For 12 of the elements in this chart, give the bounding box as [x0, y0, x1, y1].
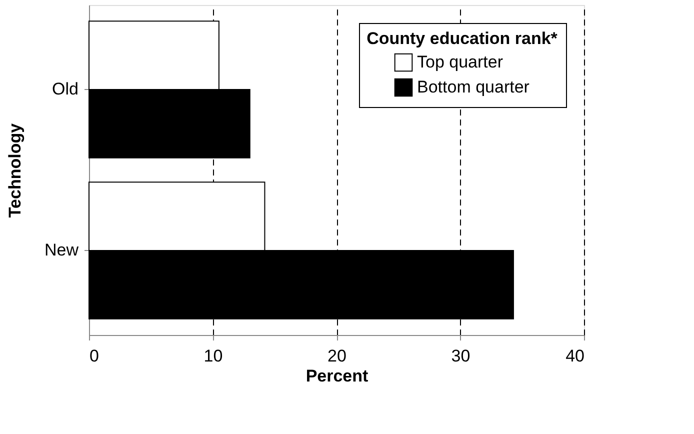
y-tick-label: New — [44, 240, 80, 260]
x-tick-label: 20 — [328, 346, 346, 366]
x-tick-label: 40 — [566, 346, 584, 366]
x-tick-label: 0 — [90, 346, 99, 366]
y-tick-label: Old — [52, 80, 78, 99]
legend-label: Bottom quarter — [417, 78, 530, 96]
legend-title: County education rank* — [366, 29, 558, 48]
x-tick-label: 10 — [204, 346, 223, 366]
y-axis-title: Technology — [5, 122, 24, 218]
x-tick-label: 30 — [451, 346, 470, 366]
legend-label: Top quarter — [417, 52, 504, 72]
x-axis-title: Percent — [306, 366, 369, 386]
